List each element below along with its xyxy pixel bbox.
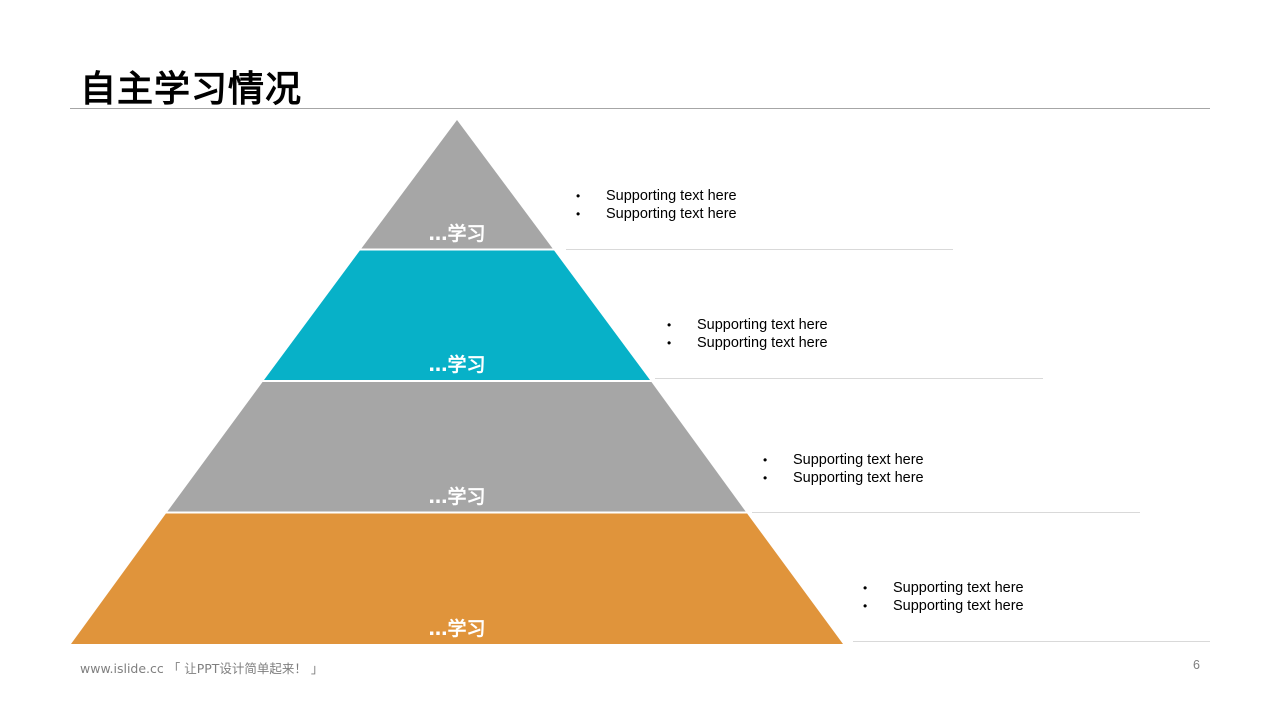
level-4-bullets: Supporting text here Supporting text her… bbox=[863, 579, 1024, 615]
bullet-item: Supporting text here bbox=[576, 205, 737, 223]
bullet-item: Supporting text here bbox=[763, 469, 924, 487]
footer-text: www.islide.cc 「 让PPT设计简单起来！ 」 bbox=[80, 661, 324, 676]
level-2-separator bbox=[655, 378, 1043, 379]
bullet-item: Supporting text here bbox=[576, 187, 737, 205]
level-4-separator bbox=[853, 641, 1210, 642]
pyramid-level-3 bbox=[167, 380, 746, 512]
level-2-bullets: Supporting text here Supporting text her… bbox=[667, 316, 828, 352]
pyramid-level-4 bbox=[71, 512, 843, 644]
title-divider bbox=[70, 108, 1210, 109]
level-1-bullets: Supporting text here Supporting text her… bbox=[576, 187, 737, 223]
pyramid-level-2-label: …学习 bbox=[428, 353, 485, 376]
level-3-bullets: Supporting text here Supporting text her… bbox=[763, 451, 924, 487]
bullet-item: Supporting text here bbox=[863, 579, 1024, 597]
bullet-item: Supporting text here bbox=[763, 451, 924, 469]
level-1-separator bbox=[566, 249, 953, 250]
pyramid-level-2 bbox=[264, 249, 650, 380]
pyramid-level-1-label: …学习 bbox=[428, 222, 485, 245]
pyramid-level-3-label: …学习 bbox=[428, 485, 485, 508]
page-title: 自主学习情况 bbox=[80, 69, 303, 110]
pyramid-level-1 bbox=[361, 120, 553, 249]
bullet-item: Supporting text here bbox=[667, 316, 828, 334]
level-3-separator bbox=[752, 512, 1140, 513]
bullet-item: Supporting text here bbox=[667, 334, 828, 352]
page-number: 6 bbox=[1193, 658, 1200, 672]
pyramid-level-4-label: …学习 bbox=[428, 617, 485, 640]
bullet-item: Supporting text here bbox=[863, 597, 1024, 615]
